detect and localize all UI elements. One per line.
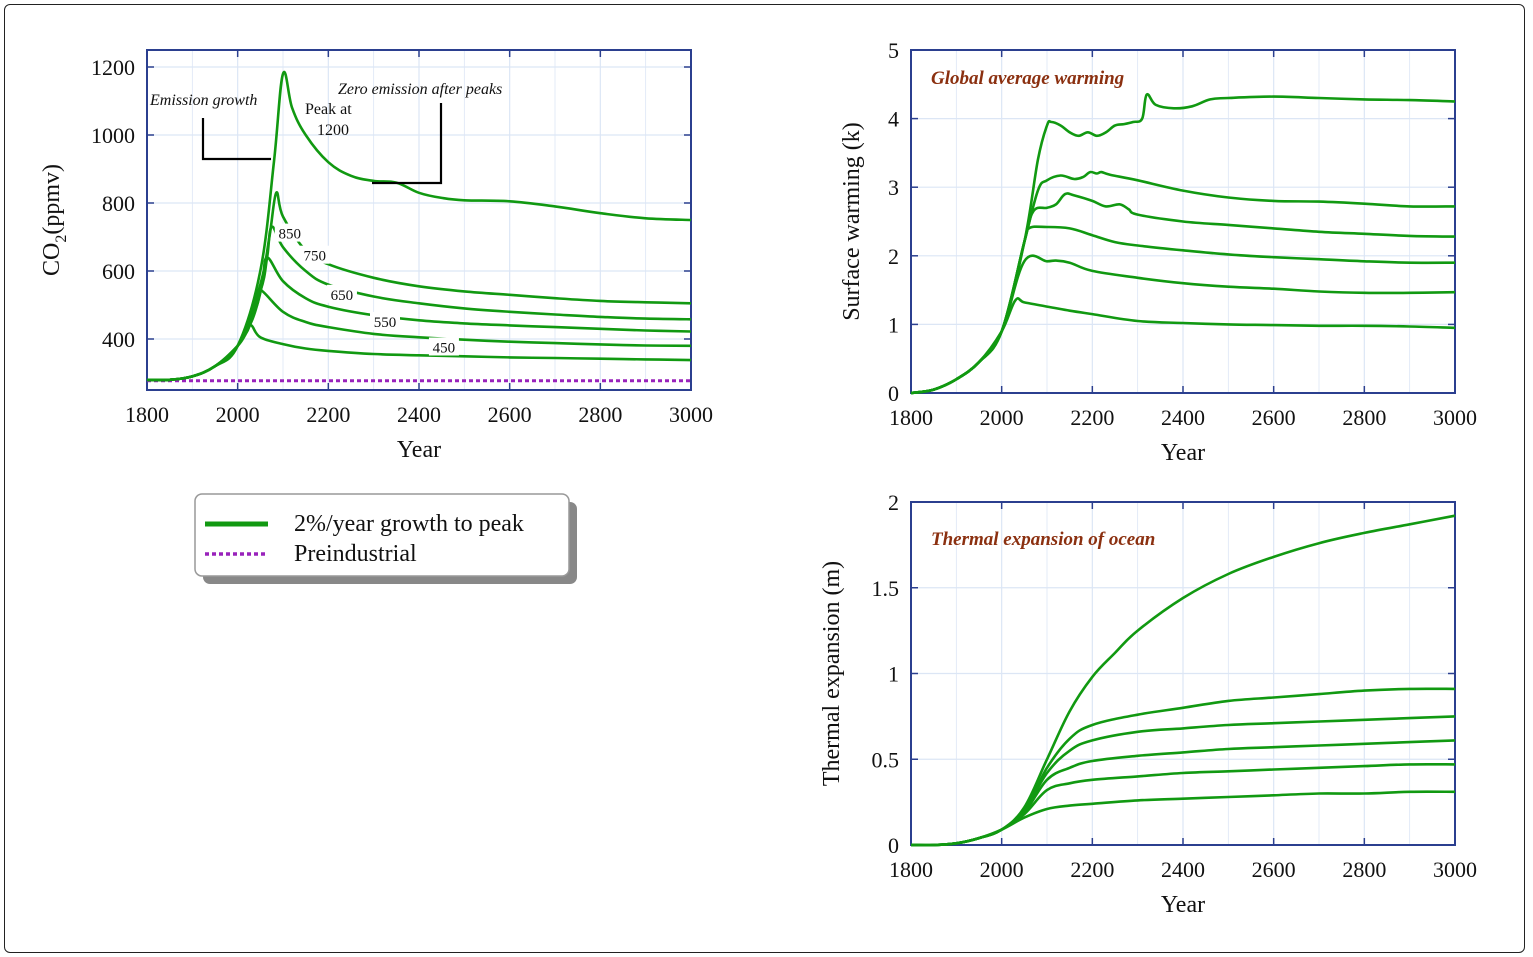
series-label-bg — [299, 245, 330, 264]
grid-lines — [147, 50, 691, 390]
series-label-550: 550 — [374, 315, 397, 331]
x-tick-label: 2600 — [488, 402, 532, 427]
y-tick-label: 1.5 — [872, 576, 900, 601]
series-label-450: 450 — [433, 341, 456, 357]
y-tick-label: 1000 — [91, 123, 135, 148]
y-tick-label: 0 — [888, 381, 899, 406]
x-tick-label: 2800 — [1342, 857, 1386, 882]
series-label-750: 750 — [303, 249, 326, 265]
x-tick-label: 2000 — [980, 405, 1024, 430]
series-line-450 — [146, 323, 692, 382]
x-tick-label: 2600 — [1252, 857, 1296, 882]
plot-title: Global average warming — [931, 68, 1124, 89]
figure-frame — [4, 4, 1525, 953]
x-tick-label: 2200 — [306, 402, 350, 427]
annotation-emission-growth: Emission growth — [149, 92, 257, 109]
annotation-peak-at: Peak at — [305, 101, 352, 118]
y-tick-label: 800 — [102, 191, 135, 216]
y-tick-label: 400 — [102, 327, 135, 352]
x-tick-label: 2400 — [1161, 857, 1205, 882]
x-axis-label: Year — [397, 437, 441, 463]
plot-2: 1800 2000 2200 2400 2600 2800 3000 0 1 2 3 4 5 Year Su… — [839, 38, 1477, 466]
x-tick-label: 3000 — [669, 402, 713, 427]
series-label-bg — [274, 223, 305, 242]
y-axis-label: Thermal expansion (m) — [819, 561, 845, 786]
x-tick-label: 1800 — [889, 857, 933, 882]
x-tick-label: 2800 — [1342, 405, 1386, 430]
series-label-650: 650 — [331, 288, 354, 304]
x-tick-label: 2000 — [980, 857, 1024, 882]
y-tick-label: 0 — [888, 833, 899, 858]
legend-box — [194, 493, 570, 577]
y-tick-label: 4 — [888, 107, 899, 132]
legend-label: 2%/year growth to peak — [294, 511, 524, 537]
y-tick-label: 3 — [888, 175, 899, 200]
y-tick-label: 0.5 — [872, 747, 900, 772]
y-tick-label: 1 — [888, 312, 899, 337]
warming-series-6 — [910, 297, 1456, 395]
series-label-bg — [428, 337, 459, 356]
x-tick-label: 3000 — [1433, 405, 1477, 430]
series-label-850: 850 — [279, 227, 302, 243]
plot-1: 1800 2000 2200 2400 2600 2800 3000 400 600 800 100… — [39, 49, 713, 463]
legend-label: Preindustrial — [294, 541, 417, 567]
y-axis-label: CO2(ppmv) — [39, 164, 70, 276]
y-tick-label: 1 — [888, 662, 899, 687]
annotation-zero-emission: Zero emission after peaks — [338, 81, 502, 98]
series-label-bg — [326, 284, 357, 303]
x-tick-label: 2800 — [578, 402, 622, 427]
x-tick-label: 3000 — [1433, 857, 1477, 882]
annotation-peak-value: 1200 — [317, 122, 349, 139]
bracket-zero-emission — [372, 103, 443, 185]
x-tick-label: 2200 — [1070, 857, 1114, 882]
plot-title: Thermal expansion of ocean — [931, 529, 1155, 550]
x-tick-label: 2400 — [397, 402, 441, 427]
x-axis-label: Year — [1161, 440, 1205, 466]
y-axis-label: Surface warming (k) — [839, 122, 865, 321]
x-tick-label: 2600 — [1252, 405, 1296, 430]
expansion-series-6 — [910, 790, 1456, 847]
x-axis-label: Year — [1161, 892, 1205, 918]
series-label-bg — [370, 312, 400, 330]
y-tick-label: 2 — [888, 244, 899, 269]
x-tick-label: 2000 — [216, 402, 260, 427]
x-tick-label: 2200 — [1070, 405, 1114, 430]
plot-3: 1800 2000 2200 2400 2600 2800 3000 0 0.5 1 1.5 2 Yea… — [819, 490, 1477, 918]
y-tick-label: 600 — [102, 259, 135, 284]
legend: 2%/year growth to peak Preindustrial — [194, 493, 577, 584]
y-tick-label: 2 — [888, 490, 899, 515]
bracket-emission — [201, 118, 271, 161]
y-tick-label: 1200 — [91, 55, 135, 80]
x-tick-label: 1800 — [125, 402, 169, 427]
y-tick-label: 5 — [888, 38, 899, 63]
x-tick-label: 1800 — [889, 405, 933, 430]
grid-lines — [911, 502, 1455, 845]
x-tick-label: 2400 — [1161, 405, 1205, 430]
